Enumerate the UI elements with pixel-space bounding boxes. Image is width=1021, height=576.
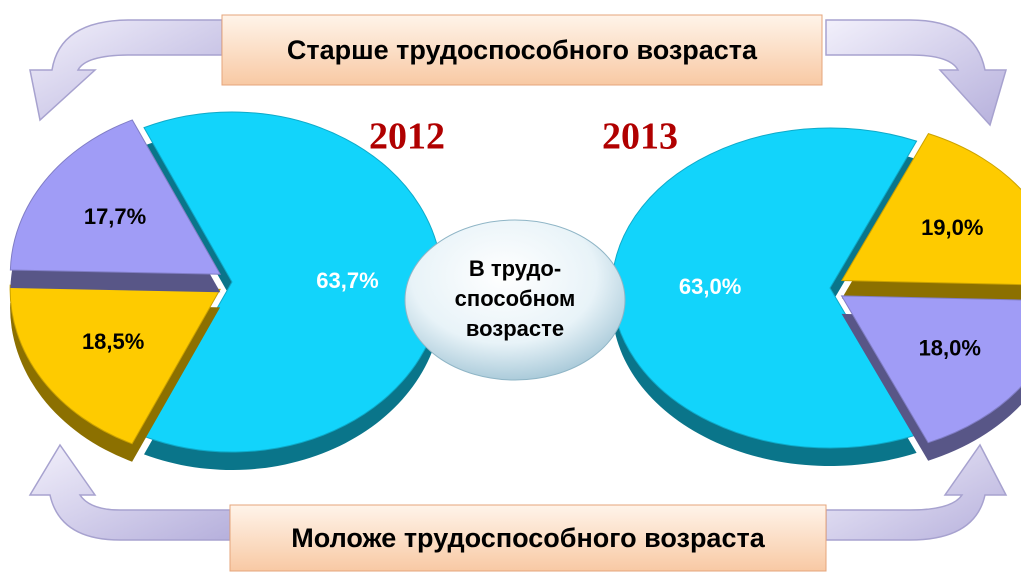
year-label: 2013 bbox=[602, 116, 678, 158]
value-label: 18,5% bbox=[82, 329, 144, 354]
value-label: 17,7% bbox=[84, 204, 146, 229]
slice bbox=[840, 295, 1021, 444]
center-label: возрасте bbox=[466, 316, 564, 341]
pies: 63,7% 18,5% 17,7% 63,0% 19,0% 18,0% bbox=[9, 111, 1021, 471]
center-label: способном bbox=[455, 286, 576, 311]
value-label: 63,0% bbox=[679, 274, 741, 299]
center-oval bbox=[404, 219, 626, 381]
younger-label: Моложе трудоспособного возраста bbox=[291, 523, 765, 553]
value-label: 18,0% bbox=[919, 336, 981, 361]
slice bbox=[9, 119, 222, 275]
year-label: 2012 bbox=[369, 116, 445, 158]
arrows bbox=[28, 19, 1008, 541]
younger-box bbox=[229, 504, 827, 572]
center-label: В трудо- bbox=[469, 256, 561, 281]
value-label: 19,0% bbox=[921, 215, 983, 240]
value-label: 63,7% bbox=[316, 268, 378, 293]
older-box bbox=[221, 14, 823, 86]
older-label: Старше трудоспособного возраста bbox=[287, 35, 758, 65]
slice bbox=[840, 133, 1021, 286]
slice bbox=[9, 284, 221, 445]
